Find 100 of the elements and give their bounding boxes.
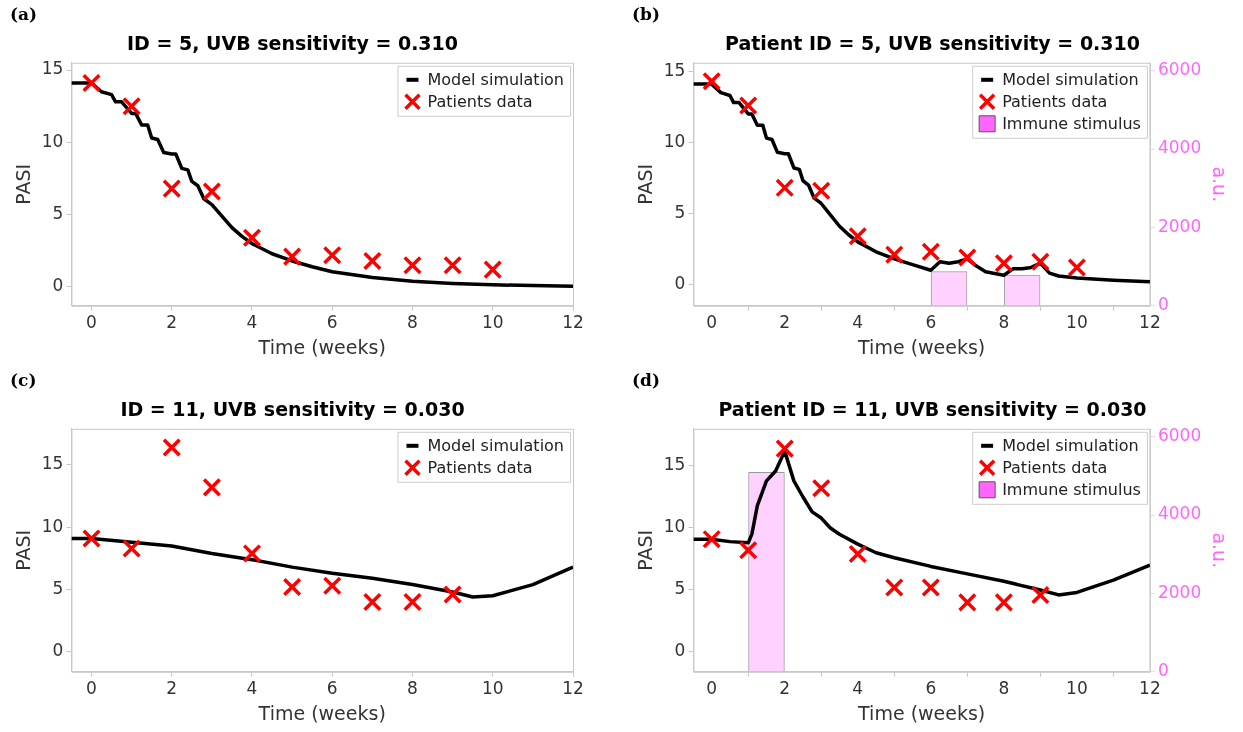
point [921, 242, 941, 262]
y-tick-label: 5 [52, 203, 64, 224]
point [702, 529, 722, 549]
y-tick-label: 15 [663, 454, 686, 475]
y-tick-label: 0 [52, 275, 64, 296]
x-tick-label: 2 [779, 312, 791, 333]
y-tick-label: 0 [52, 640, 64, 661]
point [81, 528, 102, 548]
text: (c) [10, 370, 37, 390]
point [1067, 257, 1087, 277]
y2-tick-label: 4000 [1157, 503, 1202, 524]
y-tick-label: 5 [674, 578, 686, 599]
legend-label: Model simulation [1002, 435, 1139, 455]
point [162, 179, 182, 199]
point [994, 253, 1014, 273]
x-tick-label: 8 [407, 312, 418, 333]
point [282, 247, 302, 267]
x-tick-label: 0 [706, 678, 718, 699]
legend-label: Patients data [1002, 457, 1108, 477]
point [81, 73, 102, 93]
x-tick-label: 2 [779, 678, 791, 699]
point [738, 540, 758, 560]
x-tick-label: 10 [1066, 312, 1088, 333]
x-tick-label: 10 [481, 312, 504, 333]
x-tick-label: 8 [998, 312, 1010, 333]
point [202, 477, 222, 497]
x-tick-label: 8 [407, 678, 418, 699]
point [242, 543, 262, 563]
y2-tick-label: 2000 [1157, 215, 1202, 236]
x-tick-label: 4 [852, 312, 864, 333]
point [362, 251, 382, 271]
y2-axis-title: a.u. [1208, 166, 1231, 203]
point [702, 71, 722, 91]
y-tick-label: 10 [41, 515, 64, 536]
chart-title: Patient ID = 11, UVB sensitivity = 0.030 [718, 398, 1147, 421]
x-tick-label: 4 [246, 678, 258, 699]
y-tick-label: 5 [674, 201, 686, 222]
y-axis-title: PASI [12, 163, 35, 205]
point [957, 247, 977, 268]
legend-label: Immune stimulus [1002, 479, 1141, 499]
x-tick-label: 8 [998, 678, 1010, 699]
x-tick-label: 0 [86, 312, 97, 333]
x-axis-title: Time (weeks) [857, 335, 986, 358]
x-tick-label: 4 [246, 312, 258, 333]
y-tick-label: 10 [663, 130, 686, 151]
point [811, 181, 831, 201]
point [884, 245, 904, 265]
x-tick-label: 2 [166, 312, 178, 333]
text: (a) [10, 4, 38, 24]
y-axis-title: PASI [634, 529, 657, 571]
y-tick-label: 5 [52, 577, 64, 598]
y2-axis-title: a.u. [1208, 532, 1231, 569]
y2-tick-label: 0 [1157, 660, 1169, 681]
point [957, 592, 977, 612]
x-tick-label: 6 [326, 312, 338, 333]
y-axis-title: PASI [634, 163, 657, 205]
point [242, 228, 262, 248]
legend-label: Model simulation [427, 69, 564, 89]
legend-label: Model simulation [427, 435, 564, 455]
text: (d) [632, 370, 660, 390]
y-tick-label: 15 [663, 59, 686, 80]
y2-tick-label: 6000 [1157, 59, 1202, 80]
point [122, 538, 142, 558]
y2-tick-label: 0 [1157, 294, 1169, 315]
chart-title: ID = 11, UVB sensitivity = 0.030 [120, 398, 465, 421]
point [362, 592, 382, 612]
x-tick-label: 12 [562, 678, 584, 699]
text: (b) [632, 4, 660, 24]
legend-label: Patients data [427, 91, 533, 111]
y-tick-label: 0 [674, 272, 686, 293]
point [322, 576, 342, 596]
point [884, 577, 904, 598]
point [202, 182, 222, 202]
point [322, 245, 342, 265]
legend-label: Patients data [1002, 91, 1108, 111]
x-tick-label: 12 [1139, 678, 1161, 699]
point [122, 96, 142, 116]
x-tick-label: 6 [925, 312, 937, 333]
chart-title: Patient ID = 5, UVB sensitivity = 0.310 [725, 32, 1140, 55]
y-tick-label: 15 [41, 58, 64, 79]
x-tick-label: 10 [481, 678, 504, 699]
x-tick-label: 10 [1066, 678, 1088, 699]
point [162, 437, 182, 458]
point [282, 577, 302, 597]
point [738, 95, 758, 115]
point [483, 260, 503, 280]
point [775, 439, 795, 459]
point [848, 544, 868, 564]
point [443, 585, 463, 605]
y-tick-label: 10 [663, 516, 686, 537]
x-tick-label: 12 [562, 312, 584, 333]
point [402, 592, 423, 612]
y2-tick-label: 6000 [1157, 425, 1202, 446]
x-axis-title: Time (weeks) [857, 701, 986, 724]
x-tick-label: 0 [86, 678, 97, 699]
y-axis-title: PASI [12, 529, 35, 571]
point [811, 478, 831, 498]
point [848, 226, 868, 246]
point [402, 255, 423, 275]
x-axis-title: Time (weeks) [257, 701, 386, 724]
